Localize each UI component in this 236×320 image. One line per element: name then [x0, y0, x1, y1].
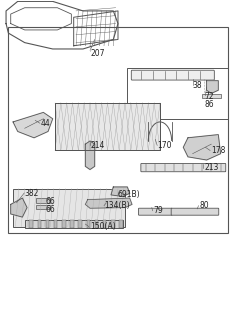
Polygon shape [111, 187, 130, 196]
Bar [111, 220, 114, 228]
Bar [103, 220, 106, 228]
Bar [25, 220, 123, 228]
Text: 44: 44 [41, 119, 51, 128]
Bar [54, 220, 57, 228]
Bar [62, 220, 66, 228]
Bar [29, 220, 33, 228]
Text: 150(A): 150(A) [90, 222, 116, 231]
Text: 38: 38 [193, 81, 202, 90]
FancyBboxPatch shape [171, 208, 219, 215]
Text: 79: 79 [153, 206, 163, 215]
Bar [78, 220, 82, 228]
Text: 66: 66 [46, 205, 55, 214]
Bar [8, 27, 228, 233]
Text: 134(B): 134(B) [104, 202, 130, 211]
FancyBboxPatch shape [141, 164, 226, 172]
Bar [87, 220, 90, 228]
Text: 66: 66 [46, 197, 55, 206]
Bar [13, 188, 125, 227]
Text: 178: 178 [211, 146, 226, 155]
Polygon shape [183, 135, 221, 160]
FancyBboxPatch shape [131, 70, 214, 80]
Text: 207: 207 [90, 49, 105, 58]
Bar [36, 205, 50, 209]
Text: 170: 170 [158, 141, 172, 150]
Text: 382: 382 [25, 189, 39, 198]
Bar [70, 220, 74, 228]
Text: 213: 213 [204, 164, 219, 172]
Text: 214: 214 [90, 141, 104, 150]
Bar [55, 103, 160, 150]
Polygon shape [85, 141, 95, 170]
Bar [119, 220, 123, 228]
Text: 80: 80 [200, 202, 209, 211]
Polygon shape [11, 198, 27, 217]
Text: 86: 86 [204, 100, 214, 109]
Polygon shape [207, 81, 218, 93]
Bar [36, 198, 50, 203]
Bar [202, 94, 221, 98]
Polygon shape [85, 198, 132, 208]
FancyBboxPatch shape [139, 208, 172, 215]
Polygon shape [13, 112, 53, 138]
Bar [46, 220, 49, 228]
Bar [95, 220, 98, 228]
Bar [127, 68, 228, 119]
Bar [38, 220, 41, 228]
Text: 691B): 691B) [118, 190, 141, 199]
Text: 72: 72 [204, 92, 214, 101]
